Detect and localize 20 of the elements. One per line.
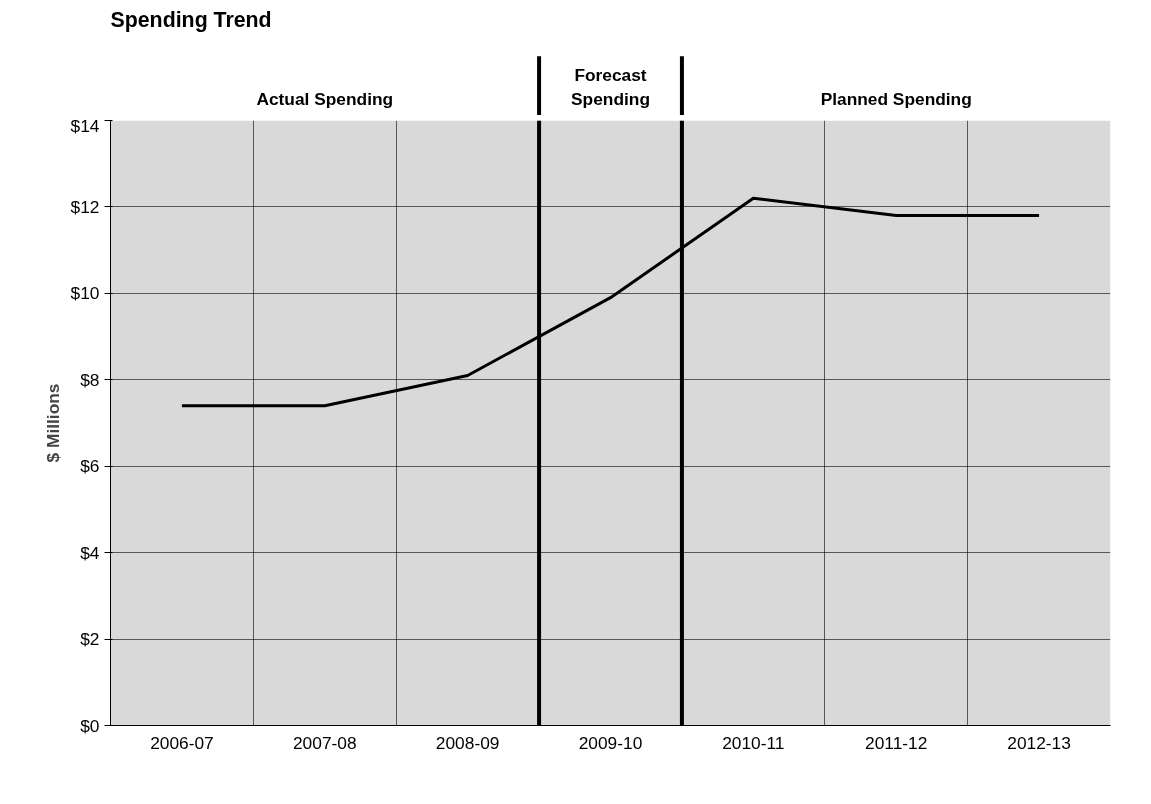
y-axis-title: $ Millions xyxy=(42,383,63,463)
x-tick-label: 2011-12 xyxy=(865,732,928,753)
y-tick-label: $4 xyxy=(80,542,100,563)
y-tick-label: $2 xyxy=(80,629,100,650)
y-tick-label: $12 xyxy=(70,196,100,217)
x-tick-label: 2012-13 xyxy=(1007,732,1071,753)
chart-title: Spending Trend xyxy=(110,7,272,32)
y-tick-label: $8 xyxy=(80,369,100,390)
y-tick-label: $6 xyxy=(80,456,100,477)
band-label: Actual Spending xyxy=(256,89,394,110)
x-tick-label: 2007-08 xyxy=(292,732,357,753)
x-tick-label: 2010-11 xyxy=(722,732,785,753)
band-label: Planned Spending xyxy=(820,89,972,110)
y-tick-label: $0 xyxy=(80,715,100,736)
band-label: Forecast Spending xyxy=(571,65,650,110)
x-tick-label: 2006-07 xyxy=(150,732,214,753)
y-tick-label: $10 xyxy=(70,283,100,304)
x-tick-label: 2009-10 xyxy=(578,732,643,753)
x-tick-label: 2008-09 xyxy=(435,732,500,753)
y-tick-label: $14 xyxy=(70,115,100,136)
